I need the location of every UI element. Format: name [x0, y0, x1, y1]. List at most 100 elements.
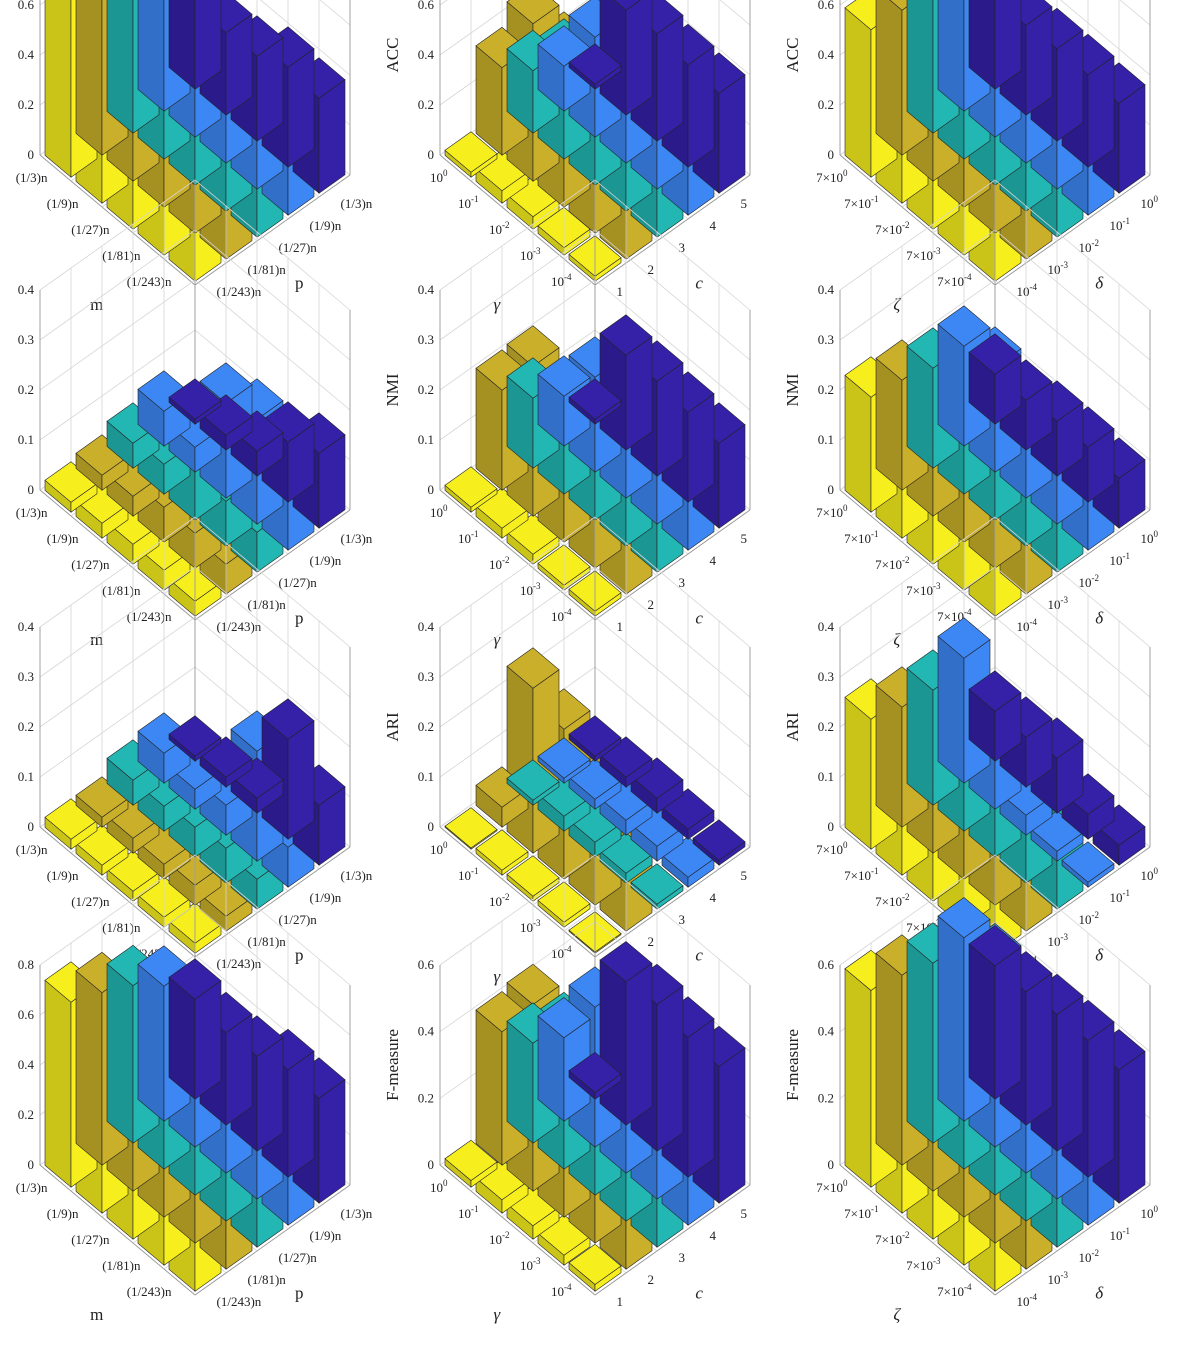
bar-top — [44, 798, 98, 840]
bar — [75, 776, 129, 828]
bar-top — [444, 466, 498, 508]
z-tick-label: 0.2 — [18, 1107, 34, 1122]
bar — [568, 43, 622, 90]
z-tick-label: 0.1 — [818, 769, 834, 784]
x-tick-label: (1/27)n — [71, 557, 110, 572]
x-tick-label: 7×10-1 — [844, 1204, 878, 1221]
bar-face — [718, 74, 746, 194]
z-tick-label: 0.4 — [418, 1024, 435, 1039]
y-tick-label: (1/9)n — [310, 553, 342, 568]
z-tick-label: 0.4 — [418, 619, 435, 634]
bar-face — [1118, 84, 1146, 194]
x-tick-label: (1/81)n — [102, 583, 141, 598]
bar-top — [968, 925, 1022, 967]
bar — [475, 766, 529, 828]
z-tick-label: 0.6 — [418, 0, 435, 12]
bars — [844, 305, 1146, 617]
bar — [537, 737, 591, 784]
z-tick-label: 0.4 — [18, 47, 35, 62]
bar-top — [444, 807, 498, 849]
z-tick-label: 0.2 — [18, 97, 34, 112]
z-tick-label: 0.4 — [818, 282, 835, 297]
y-tick-label: 10-3 — [1048, 595, 1069, 612]
bar-face — [875, 357, 903, 491]
bar-face — [906, 0, 934, 134]
x-tick-label: (1/243)n — [127, 1284, 172, 1299]
z-tick-label: 0 — [28, 819, 35, 834]
x-tick-label: 7×10-1 — [844, 529, 878, 546]
bar-face — [906, 667, 934, 806]
bar — [568, 378, 622, 425]
bar-top — [1061, 841, 1115, 883]
bar-top — [537, 997, 591, 1039]
x-axis-label: m — [90, 630, 103, 649]
bar-top — [599, 941, 653, 983]
bar-face — [844, 7, 872, 178]
chart-nmi-zd: 0 0.1 0.2 0.3 0.4 NMI 7×100 7×10-1 7×10-2 7×10-3 7… — [783, 179, 1159, 649]
bar-top — [75, 776, 129, 818]
bar-top — [506, 963, 560, 1005]
x-axis-label: γ — [493, 295, 501, 314]
bar-top — [506, 647, 560, 689]
y-tick-label: 3 — [679, 240, 686, 255]
y-axis-label: p — [295, 274, 304, 293]
y-tick-label: 5 — [741, 1206, 748, 1221]
z-tick-label: 0.2 — [418, 382, 434, 397]
z-tick-label: 0 — [428, 819, 435, 834]
bars — [444, 647, 746, 954]
y-tick-label: (1/243)n — [217, 284, 262, 299]
bar-face — [599, 959, 627, 1126]
y-tick-label: 1 — [617, 1294, 624, 1309]
bar-face — [875, 952, 903, 1166]
z-tick-label: 0.2 — [18, 719, 34, 734]
bar-face — [687, 1018, 715, 1178]
x-tick-label: (1/243)n — [127, 274, 172, 289]
chart-acc-gc: 00.20.40.60.8ACC10010-110-210-310-4γ5432… — [383, 0, 751, 314]
y-axis-label: δ — [1095, 1284, 1104, 1303]
bar-top — [599, 314, 653, 356]
bar — [106, 739, 160, 806]
bar-top — [506, 759, 560, 801]
x-tick-label: 7×100 — [816, 168, 848, 185]
x-tick-label: 7×10-3 — [906, 246, 941, 263]
y-tick-label: 4 — [710, 1228, 717, 1243]
y-tick-label: 10-1 — [1110, 551, 1131, 568]
z-axis-label: NMI — [0, 373, 2, 406]
bar — [44, 461, 98, 513]
bar — [1061, 841, 1115, 888]
y-tick-label: 2 — [648, 597, 655, 612]
z-tick-label: 0 — [428, 147, 435, 162]
z-tick-label: 0.6 — [418, 957, 435, 972]
x-tick-label: (1/81)n — [102, 920, 141, 935]
z-tick-label: 0.2 — [418, 719, 434, 734]
bars — [444, 941, 746, 1292]
bars — [444, 314, 746, 617]
x-axis-label: m — [90, 1305, 103, 1324]
x-tick-label: 7×10-4 — [937, 1282, 972, 1299]
bar-top — [537, 355, 591, 397]
z-axis-label: F-measure — [783, 1029, 802, 1101]
bar-top — [613, 0, 641, 11]
bar-face — [194, 0, 222, 90]
x-tick-label: 10-1 — [458, 1204, 479, 1221]
x-tick-label: 10-4 — [551, 272, 572, 289]
z-tick-label: 0.2 — [18, 382, 34, 397]
x-tick-label: 100 — [430, 840, 448, 857]
bar — [599, 0, 653, 116]
z-axis-label: ARI — [383, 712, 402, 742]
bar-top — [968, 670, 1022, 712]
z-tick-label: 0 — [28, 1157, 35, 1172]
z-tick-label: 0 — [828, 1157, 835, 1172]
bars — [44, 698, 346, 954]
x-tick-label: 10-3 — [520, 581, 541, 598]
z-axis-label: ACC — [0, 38, 2, 73]
x-axis-label: ζ — [893, 1305, 901, 1324]
z-axis-label: ARI — [0, 712, 2, 742]
z-tick-label: 0.6 — [818, 957, 835, 972]
y-tick-label: (1/81)n — [248, 1272, 287, 1287]
bar-face — [287, 1050, 315, 1178]
x-tick-label: 10-4 — [551, 944, 572, 961]
bar — [168, 958, 222, 1100]
z-tick-label: 0.8 — [18, 957, 34, 972]
chart-nmi-mp: 0 0.1 0.2 0.3 0.4 NMI (1/3)n (1/9)n (1/27)n (1/81… — [0, 179, 373, 649]
